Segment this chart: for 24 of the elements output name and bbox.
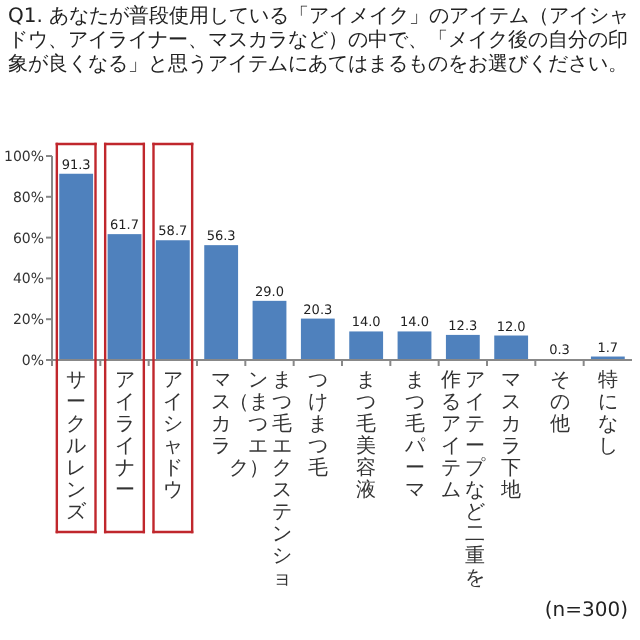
- bar: [445, 334, 480, 360]
- x-tick-label: マスカラ: [211, 370, 232, 458]
- bar: [494, 335, 529, 360]
- bar: [349, 331, 384, 360]
- x-tick-label: その他: [549, 370, 570, 436]
- chart-title: Q1. あなたが普段使用している「アイメイク」のアイテム（アイシャドウ、アイライナー、マスカラなど）の中で、「メイク後の自分の印象が良くなる」と思うアイテムにあてはまるものをお選びください。: [8, 6, 632, 78]
- bar: [300, 318, 335, 360]
- text: (n=300): [544, 600, 628, 624]
- bar: [397, 331, 432, 360]
- x-tick-label: まつ毛パーマ: [404, 370, 425, 502]
- x-tick-label: まつ毛美容液: [356, 370, 377, 502]
- x-tick-label: アイシャドウ: [162, 370, 183, 502]
- x-tick-label: マスカラ下地: [501, 370, 522, 502]
- category-label: アイテープなど二重を作るアイテム: [440, 370, 485, 590]
- bar: [59, 173, 94, 360]
- x-tick-label: サークルレンズ: [66, 370, 87, 524]
- bar: [107, 234, 142, 360]
- bar: [155, 240, 190, 360]
- category-label: まつ毛エクステンション（まつエク）: [228, 370, 292, 590]
- x-tick-label: つけまつ毛: [307, 370, 328, 480]
- bar: [252, 300, 287, 360]
- x-tick-label: 特になし: [597, 370, 618, 458]
- x-tick-label: アイライナー: [114, 370, 135, 502]
- bar: [204, 245, 239, 360]
